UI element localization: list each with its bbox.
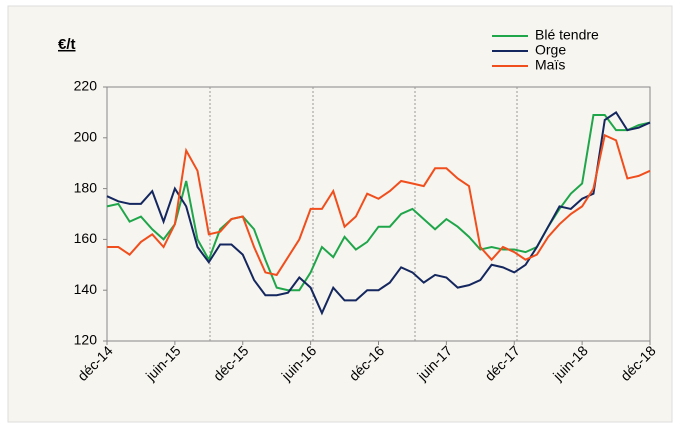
series-line <box>106 110 651 316</box>
y-tick-label: 180 <box>74 179 98 195</box>
y-tick-label: 200 <box>74 129 98 145</box>
legend-label: Blé tendre <box>535 27 599 43</box>
plot-area <box>106 86 651 342</box>
y-tick-label: 160 <box>74 230 98 246</box>
series-line <box>106 113 651 292</box>
y-tick-label: 120 <box>74 332 98 348</box>
y-axis-label: €/t <box>58 36 76 53</box>
legend-label: Maïs <box>535 57 565 73</box>
legend-label: Orge <box>535 42 566 58</box>
y-tick-label: 220 <box>74 78 98 94</box>
series-line <box>107 133 651 277</box>
y-tick-label: 140 <box>74 281 98 297</box>
